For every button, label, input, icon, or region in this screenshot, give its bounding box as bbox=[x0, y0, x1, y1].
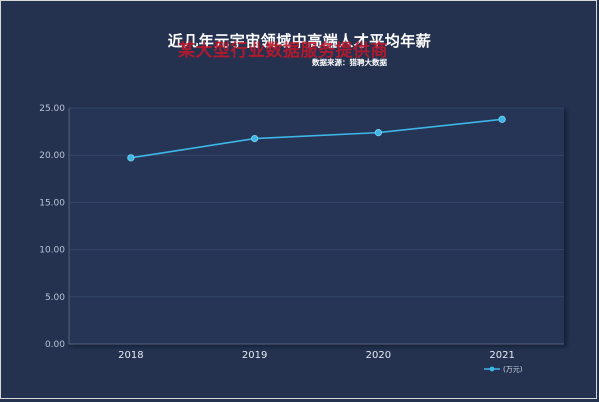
series-line bbox=[130, 118, 503, 159]
y-tick-label: 10.00 bbox=[39, 246, 65, 256]
watermark-text: 某大型行业数据服务提供商 bbox=[178, 41, 388, 61]
plot-area bbox=[69, 108, 564, 344]
chart-title: 近几年元宇宙领域中高端人才平均年薪 bbox=[167, 32, 432, 50]
y-tick-label: 0.00 bbox=[45, 340, 65, 350]
y-tick-label: 15.00 bbox=[39, 198, 65, 208]
legend-swatch-marker bbox=[489, 366, 495, 372]
data-point bbox=[127, 154, 135, 162]
x-tick-label: 2020 bbox=[366, 350, 391, 361]
x-tick-label: 2018 bbox=[118, 350, 143, 361]
y-tick-label: 5.00 bbox=[45, 293, 65, 303]
legend-label: (万元) bbox=[503, 366, 523, 374]
data-point bbox=[374, 129, 382, 137]
y-tick-label: 25.00 bbox=[39, 104, 65, 114]
data-point bbox=[251, 134, 259, 143]
x-tick-label: 2021 bbox=[489, 350, 514, 361]
y-tick-label: 20.00 bbox=[39, 151, 65, 161]
data-point bbox=[498, 115, 506, 123]
x-tick-label: 2019 bbox=[242, 350, 267, 361]
chart-subtitle: 数据来源：猎聘大数据 bbox=[312, 58, 387, 67]
